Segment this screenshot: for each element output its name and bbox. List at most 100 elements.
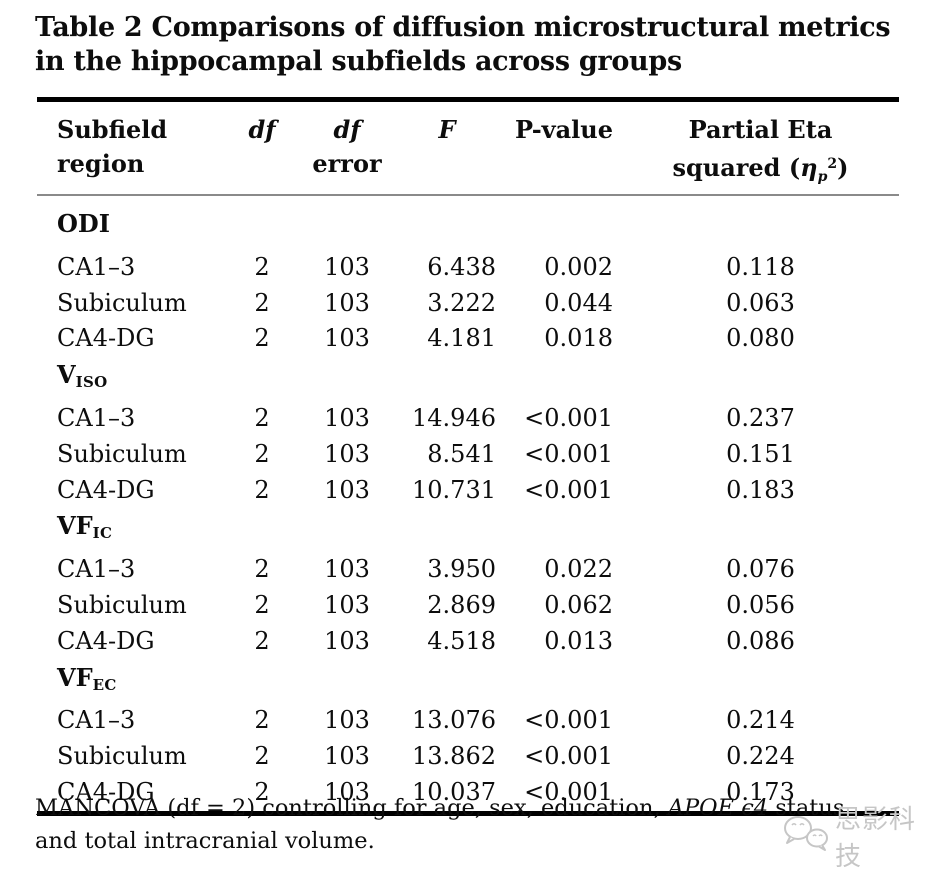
cell-df-error: 103 (324, 555, 370, 584)
cell-eta: 0.183 (726, 475, 795, 504)
cell-df-error: 103 (324, 777, 370, 806)
cell-df: 2 (254, 403, 270, 432)
table-row: CA4-DG 2 103 4.518 0.013 0.086 (37, 624, 899, 660)
wechat-icon (782, 813, 830, 860)
section-label: VF (57, 511, 93, 541)
section-row-viso: VISO (37, 357, 899, 401)
header-p-value: P-value (514, 115, 613, 144)
cell-region: CA4-DG (57, 777, 155, 806)
cell-region: Subiculum (57, 288, 187, 317)
cell-f: 3.950 (427, 555, 496, 584)
header-subfield-region: Subfield region (57, 115, 168, 178)
section-row-vfec: VFEC (37, 660, 899, 704)
watermark-label: 思影科技 (835, 805, 917, 872)
cell-eta: 0.063 (726, 288, 795, 317)
cell-df-error: 103 (324, 590, 370, 619)
cell-df: 2 (254, 555, 270, 584)
cell-eta: 0.214 (726, 706, 795, 735)
cell-f: 13.076 (412, 706, 496, 735)
footnote-epsilon: ϵ4 (741, 795, 769, 821)
header-f: F (438, 115, 456, 144)
section-label-subscript: IC (92, 524, 113, 543)
footnote: MANCOVA (df = 2) controlling for age, se… (35, 792, 881, 858)
cell-df: 2 (254, 706, 270, 735)
cell-p: <0.001 (524, 403, 613, 432)
section-label: V (57, 360, 76, 390)
cell-df: 2 (254, 252, 270, 281)
cell-df: 2 (254, 475, 270, 504)
table-row: CA4-DG 2 103 10.037 <0.001 0.173 (37, 775, 899, 813)
section-label: VF (57, 662, 93, 692)
table-header: Subfield region df df error F P-value Pa… (37, 100, 899, 195)
cell-f: 4.181 (427, 324, 496, 353)
cell-p: <0.001 (524, 742, 613, 771)
cell-df: 2 (254, 288, 270, 317)
stats-table: Subfield region df df error F P-value Pa… (37, 97, 899, 816)
table-row: CA1–3 2 103 6.438 0.002 0.118 (37, 250, 899, 286)
cell-df-error: 103 (324, 439, 370, 468)
cell-region: CA4-DG (57, 324, 155, 353)
section-label-subscript: EC (92, 675, 117, 694)
cell-eta: 0.151 (726, 439, 795, 468)
cell-p: 0.062 (544, 590, 613, 619)
cell-region: CA4-DG (57, 475, 155, 504)
cell-f: 8.541 (427, 439, 496, 468)
cell-df-error: 103 (324, 706, 370, 735)
section-row-odi: ODI (37, 195, 899, 250)
cell-p: <0.001 (524, 706, 613, 735)
cell-f: 2.869 (427, 590, 496, 619)
cell-f: 13.862 (412, 742, 496, 771)
cell-eta: 0.224 (726, 742, 795, 771)
table-row: CA4-DG 2 103 10.731 <0.001 0.183 (37, 473, 899, 509)
footnote-text: MANCOVA (df = 2) controlling for age, se… (35, 795, 668, 821)
cell-f: 4.518 (427, 626, 496, 655)
cell-df-error: 103 (324, 252, 370, 281)
cell-f: 10.731 (412, 475, 496, 504)
table-body: ODI CA1–3 2 103 6.438 0.002 0.118 Subicu… (37, 195, 899, 813)
table-title: Table 2 Comparisons of diffusion microst… (35, 12, 891, 77)
eta-symbol: η (800, 153, 818, 182)
cell-eta: 0.080 (726, 324, 795, 353)
watermark: 思影科技 (782, 805, 927, 872)
cell-region: Subiculum (57, 439, 187, 468)
cell-df: 2 (254, 626, 270, 655)
cell-region: CA1–3 (57, 252, 136, 281)
table-row: Subiculum 2 103 8.541 <0.001 0.151 (37, 437, 899, 473)
footnote-text-2: status and total intracranial volume. (35, 795, 845, 854)
cell-eta: 0.086 (726, 626, 795, 655)
table-row: CA1–3 2 103 13.076 <0.001 0.214 (37, 703, 899, 739)
cell-df-error: 103 (324, 626, 370, 655)
cell-df-error: 103 (324, 475, 370, 504)
header-row: Subfield region df df error F P-value Pa… (37, 100, 899, 195)
cell-p: 0.044 (544, 288, 613, 317)
cell-f: 14.946 (412, 403, 496, 432)
header-partial-eta: Partial Eta squared (ηp2) (672, 115, 849, 185)
cell-f: 3.222 (427, 288, 496, 317)
section-label-subscript: ISO (75, 373, 108, 392)
cell-region: Subiculum (57, 742, 187, 771)
header-df: df (248, 115, 276, 144)
footnote-apoe: APOE (667, 795, 735, 821)
table-row: CA4-DG 2 103 4.181 0.018 0.080 (37, 321, 899, 357)
cell-region: CA1–3 (57, 706, 136, 735)
cell-region: Subiculum (57, 590, 187, 619)
cell-df-error: 103 (324, 288, 370, 317)
section-row-vfic: VFIC (37, 508, 899, 552)
cell-df: 2 (254, 742, 270, 771)
table-row: Subiculum 2 103 13.862 <0.001 0.224 (37, 739, 899, 775)
section-label: ODI (57, 209, 110, 238)
cell-region: CA1–3 (57, 555, 136, 584)
cell-df-error: 103 (324, 742, 370, 771)
table-row: CA1–3 2 103 14.946 <0.001 0.237 (37, 401, 899, 437)
cell-p: 0.013 (544, 626, 613, 655)
cell-p: <0.001 (524, 777, 613, 806)
cell-eta: 0.076 (726, 555, 795, 584)
cell-df: 2 (254, 439, 270, 468)
cell-p: <0.001 (524, 439, 613, 468)
cell-p: 0.022 (544, 555, 613, 584)
cell-eta: 0.173 (726, 777, 795, 806)
cell-df: 2 (254, 590, 270, 619)
table-row: Subiculum 2 103 2.869 0.062 0.056 (37, 588, 899, 624)
cell-f: 10.037 (412, 777, 496, 806)
cell-df: 2 (254, 777, 270, 806)
